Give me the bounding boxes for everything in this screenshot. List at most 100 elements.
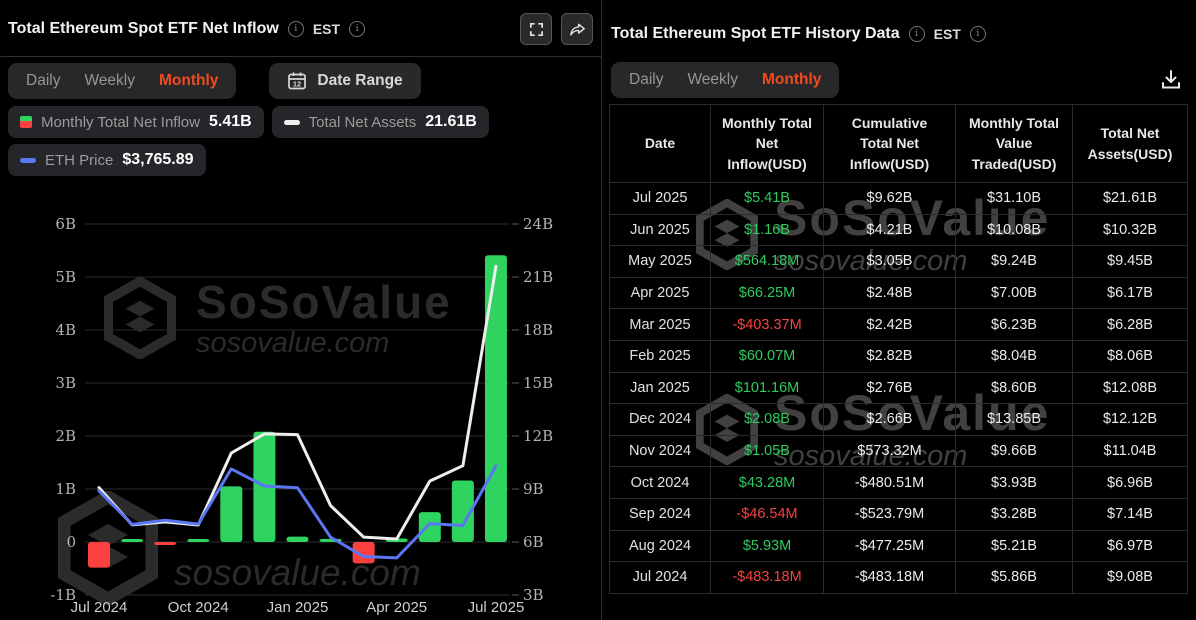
tab-daily[interactable]: Daily (26, 72, 61, 89)
x-axis-label: Apr 2025 (366, 599, 427, 616)
cell-assets: $12.08B (1072, 371, 1188, 405)
right-axis-label: 15B (523, 374, 553, 392)
inflow-bar (88, 542, 110, 568)
tab-daily[interactable]: Daily (629, 71, 664, 88)
chart-legend: Monthly Total Net Inflow 5.41B Total Net… (8, 106, 593, 176)
cell-cumulative: $2.66B (823, 403, 956, 436)
right-axis-label: 6B (523, 533, 544, 551)
tab-weekly[interactable]: Weekly (687, 71, 738, 88)
tab-monthly[interactable]: Monthly (762, 71, 822, 88)
cell-traded: $5.86B (955, 561, 1073, 594)
left-axis-label: 2B (55, 427, 76, 445)
left-axis-label: 0 (66, 533, 76, 551)
x-axis-label: Oct 2024 (168, 599, 229, 616)
cell-date: May 2025 (609, 245, 711, 278)
inflow-bar (418, 512, 441, 542)
cell-assets: $9.08B (1072, 561, 1188, 594)
inflow-bar (286, 536, 309, 542)
page-title: Total Ethereum Spot ETF Net Inflow (8, 20, 279, 37)
download-button[interactable] (1159, 68, 1183, 92)
assets-line-icon (283, 119, 300, 125)
table-row: Nov 2024 $1.05B $573.32M $9.66B $11.04B (609, 434, 1188, 468)
cell-inflow: $5.93M (710, 529, 824, 563)
share-button[interactable] (561, 13, 593, 45)
cell-traded: $6.23B (955, 308, 1073, 341)
cell-inflow: $564.18M (710, 245, 824, 278)
cell-traded: $9.66B (955, 434, 1073, 468)
info-icon[interactable]: i (969, 26, 986, 42)
table-row: May 2025 $564.18M $3.05B $9.24B $9.45B (609, 245, 1188, 278)
right-axis-label: 9B (523, 480, 544, 498)
cell-date: Dec 2024 (609, 403, 711, 436)
cell-cumulative: $9.62B (823, 182, 956, 215)
cell-traded: $8.04B (955, 339, 1073, 373)
tab-weekly[interactable]: Weekly (84, 72, 135, 89)
table-row: Oct 2024 $43.28M -$480.51M $3.93B $6.96B (609, 466, 1188, 499)
right-axis-label: 3B (523, 586, 544, 604)
net-inflow-chart: SoSoValue sosovalue.com sosovalue.com -1… (0, 205, 596, 620)
cell-traded: $10.08B (955, 213, 1073, 247)
cell-cumulative: -$477.25M (823, 529, 956, 563)
cell-date: Nov 2024 (609, 434, 711, 468)
cell-cumulative: $573.32M (823, 434, 956, 468)
cell-traded: $5.21B (955, 529, 1073, 563)
eth-price-line-icon (20, 157, 36, 163)
timezone-label: EST (312, 21, 341, 37)
legend-item-net-inflow[interactable]: Monthly Total Net Inflow 5.41B (8, 106, 264, 138)
cell-date: Mar 2025 (609, 308, 711, 341)
table-header-row: Date Monthly Total Net Inflow(USD) Cumulat… (609, 104, 1188, 183)
cell-cumulative: $2.82B (823, 339, 956, 373)
x-axis-label: Jan 2025 (267, 599, 329, 616)
cell-date: Jun 2025 (609, 213, 711, 247)
tab-monthly[interactable]: Monthly (159, 72, 219, 89)
cell-assets: $10.32B (1072, 213, 1188, 247)
inflow-bar (484, 255, 507, 542)
cell-traded: $31.10B (955, 182, 1073, 215)
period-tabs: Daily Weekly Monthly (611, 62, 840, 98)
cell-cumulative: $2.48B (823, 276, 956, 310)
legend-item-net-assets[interactable]: Total Net Assets 21.61B (271, 106, 489, 138)
cell-inflow: -$403.37M (710, 308, 824, 341)
share-icon (569, 23, 585, 36)
inflow-bar (187, 539, 210, 542)
inflow-bar-icon (20, 116, 32, 128)
cell-traded: $3.28B (955, 497, 1073, 531)
left-axis-label: 1B (55, 480, 76, 498)
column-header-1: Monthly Total Net Inflow(USD) (710, 104, 824, 183)
info-icon[interactable]: i (287, 21, 304, 37)
inflow-bar (154, 542, 177, 545)
legend-item-eth-price[interactable]: ETH Price $3,765.89 (8, 144, 206, 176)
table-row: Mar 2025 -$403.37M $2.42B $6.23B $6.28B (609, 308, 1188, 341)
table-body: Jul 2025 $5.41B $9.62B $31.10B $21.61B Jun 20… (609, 182, 1188, 594)
cell-date: Jul 2025 (609, 182, 711, 215)
cell-cumulative: $2.76B (823, 371, 956, 405)
right-axis-label: 12B (523, 427, 553, 445)
cell-inflow: $1.16B (710, 213, 824, 247)
cell-traded: $13.85B (955, 403, 1073, 436)
chart-controls: Daily Weekly Monthly 12 Date Range (8, 63, 421, 99)
eth-price-line (97, 464, 498, 560)
cell-traded: $3.93B (955, 466, 1073, 499)
date-range-label: Date Range (317, 72, 403, 89)
table-row: Jul 2024 -$483.18M -$483.18M $5.86B $9.08B (609, 561, 1188, 594)
table-row: Jul 2025 $5.41B $9.62B $31.10B $21.61B (609, 182, 1188, 215)
date-range-button[interactable]: 12 Date Range (269, 63, 421, 99)
cell-cumulative: -$483.18M (823, 561, 956, 594)
page-title: Total Ethereum Spot ETF History Data (611, 25, 900, 42)
history-table: Date Monthly Total Net Inflow(USD) Cumulat… (609, 104, 1188, 594)
cell-date: Sep 2024 (609, 497, 711, 531)
cell-date: Oct 2024 (609, 466, 711, 499)
right-axis-label: 24B (523, 215, 553, 233)
table-row: Jun 2025 $1.16B $4.21B $10.08B $10.32B (609, 213, 1188, 247)
cell-assets: $6.97B (1072, 529, 1188, 563)
cell-date: Jan 2025 (609, 371, 711, 405)
cell-inflow: $66.25M (710, 276, 824, 310)
column-header-3: Monthly Total Value Traded(USD) (955, 104, 1073, 183)
right-axis-label: 21B (523, 268, 553, 286)
info-icon[interactable]: i (908, 26, 925, 42)
column-header-4: Total Net Assets(USD) (1072, 104, 1188, 183)
fullscreen-button[interactable] (520, 13, 552, 45)
cell-assets: $12.12B (1072, 403, 1188, 436)
info-icon[interactable]: i (349, 21, 366, 37)
cell-cumulative: $2.42B (823, 308, 956, 341)
